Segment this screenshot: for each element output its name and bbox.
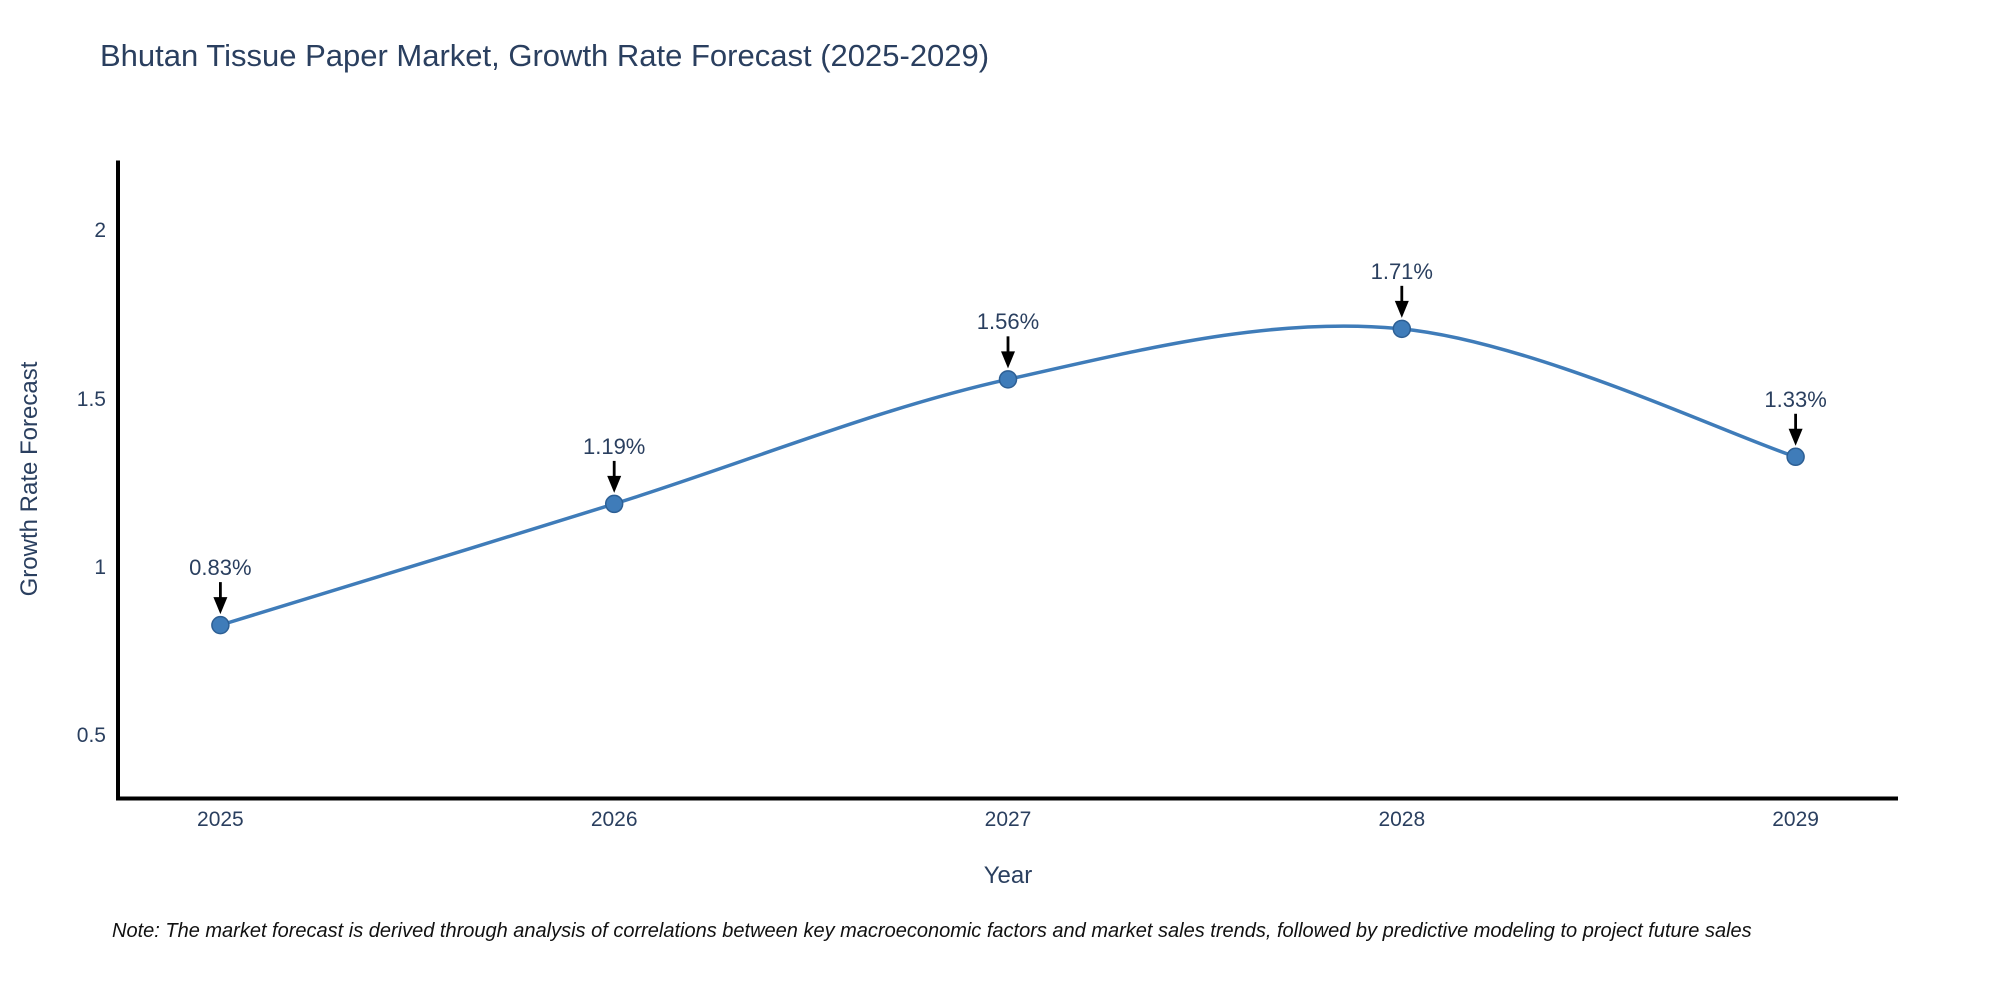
y-tick-label: 1: [94, 555, 106, 579]
axis-lines: [116, 160, 1898, 801]
data-point-value-label: 1.71%: [1370, 258, 1433, 284]
annotation-arrow-head: [213, 597, 228, 615]
data-point-value-label: 0.83%: [189, 555, 252, 581]
x-axis-title: Year: [983, 862, 1033, 889]
footnote: Note: The market forecast is derived thr…: [112, 920, 1752, 942]
x-tick-label: 2026: [590, 808, 638, 831]
y-tick-label: 2: [94, 219, 106, 243]
x-tick-label: 2028: [1378, 808, 1426, 831]
y-tick-label: 0.5: [76, 724, 106, 748]
annotation-arrow-head: [1788, 428, 1803, 446]
data-point-marker[interactable]: [211, 615, 230, 635]
chart-title: Bhutan Tissue Paper Market, Growth Rate …: [100, 38, 990, 73]
y-axis-title: Growth Rate Forecast: [16, 361, 43, 597]
data-point-marker[interactable]: [604, 494, 624, 514]
annotation-arrow-head: [1001, 351, 1015, 369]
data-point-marker[interactable]: [1392, 319, 1412, 339]
x-tick-label: 2025: [197, 808, 244, 831]
data-point-value-label: 1.56%: [976, 309, 1040, 335]
x-tick-label: 2029: [1772, 808, 1819, 831]
y-tick-label: 1.5: [76, 387, 106, 411]
data-point-marker[interactable]: [1786, 447, 1805, 467]
data-point-value-label: 1.19%: [582, 433, 646, 459]
data-point-value-label: 1.33%: [1764, 386, 1827, 412]
x-tick-label: 2027: [984, 808, 1032, 831]
annotation-arrow-head: [1394, 300, 1409, 318]
data-point-marker[interactable]: [998, 370, 1018, 389]
annotation-arrow-head: [607, 475, 622, 493]
